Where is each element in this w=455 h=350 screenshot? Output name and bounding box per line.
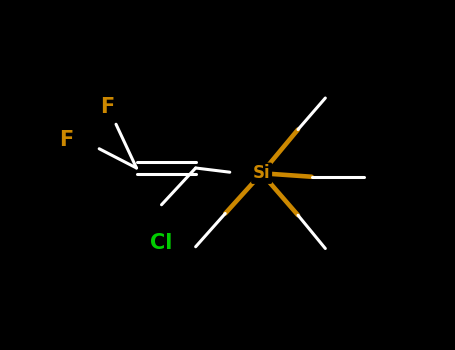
Text: F: F	[100, 97, 114, 117]
Text: Si: Si	[253, 164, 270, 182]
Text: Cl: Cl	[150, 233, 173, 253]
Text: F: F	[59, 130, 73, 150]
